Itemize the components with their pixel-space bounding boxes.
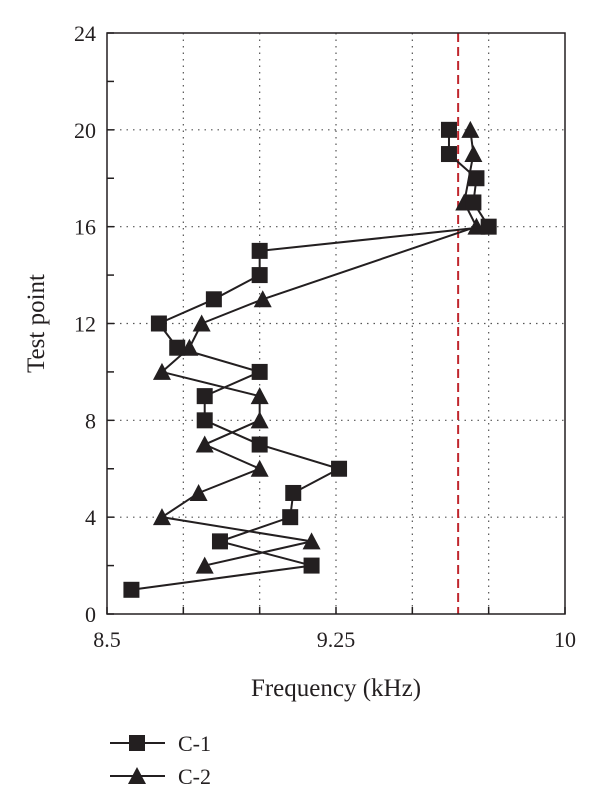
y-tick-label: 4 (85, 505, 96, 530)
triangle-marker-c2 (250, 411, 269, 429)
triangle-marker-c2 (192, 314, 211, 332)
legend-label: C-1 (178, 731, 211, 756)
y-tick-label: 24 (74, 21, 96, 46)
series-line-c2 (159, 129, 478, 567)
axis-ticks: 0 4 8 12 16 20 24 8.5 9.25 10 (74, 21, 576, 652)
y-tick-label: 8 (85, 408, 96, 433)
square-marker-c1 (169, 339, 186, 356)
square-marker-c1 (440, 146, 457, 163)
series-c2 (152, 120, 486, 574)
square-marker-c1 (480, 218, 497, 235)
grid-lines (107, 33, 565, 614)
square-marker-c1 (331, 460, 348, 477)
series-c1 (123, 121, 497, 598)
triangle-marker-c2 (250, 459, 269, 477)
square-marker-c1 (465, 194, 482, 211)
square-marker-c1 (196, 388, 213, 405)
triangle-marker-c2 (302, 532, 321, 550)
legend-square-marker (129, 735, 145, 751)
square-marker-c1 (303, 557, 320, 574)
x-tick-label: 9.25 (317, 627, 356, 652)
square-marker-c1 (251, 267, 268, 284)
triangle-marker-c2 (152, 362, 171, 380)
legend-label: C-2 (178, 764, 211, 789)
triangle-marker-c2 (152, 508, 171, 526)
legend-triangle-marker (128, 767, 146, 784)
square-marker-c1 (211, 533, 228, 550)
y-tick-label: 20 (74, 118, 96, 143)
triangle-marker-c2 (189, 483, 208, 501)
y-axis-title: Test point (23, 274, 50, 373)
triangle-marker-c2 (464, 145, 483, 163)
legend: C-1C-2 (110, 731, 211, 789)
square-marker-c1 (251, 436, 268, 453)
triangle-marker-c2 (253, 290, 272, 308)
square-marker-c1 (285, 484, 302, 501)
triangle-marker-c2 (461, 120, 480, 138)
square-marker-c1 (440, 121, 457, 138)
x-axis-title: Frequency (kHz) (251, 675, 421, 702)
square-marker-c1 (468, 170, 485, 187)
square-marker-c1 (196, 412, 213, 429)
square-marker-c1 (251, 242, 268, 259)
series-group (123, 120, 497, 598)
triangle-marker-c2 (195, 556, 214, 574)
square-marker-c1 (251, 363, 268, 380)
square-marker-c1 (150, 315, 167, 332)
x-tick-label: 10 (554, 627, 576, 652)
square-marker-c1 (282, 509, 299, 526)
y-tick-label: 12 (74, 312, 96, 337)
triangle-marker-c2 (250, 387, 269, 405)
y-tick-label: 0 (85, 602, 96, 627)
square-marker-c1 (205, 291, 222, 308)
y-tick-label: 16 (74, 215, 96, 240)
square-marker-c1 (123, 581, 140, 598)
triangle-marker-c2 (195, 435, 214, 453)
x-tick-label: 8.5 (93, 627, 121, 652)
